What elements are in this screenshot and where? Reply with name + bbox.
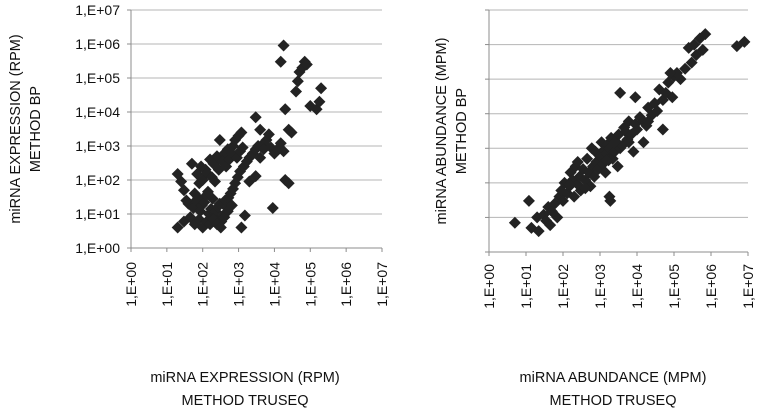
x-tick-label: 1,E+00: [123, 262, 139, 307]
data-point: [571, 156, 584, 169]
x-tick-label: 1,E+00: [481, 264, 497, 309]
data-point: [277, 145, 290, 158]
data-point: [532, 225, 545, 238]
y-axis-title: METHOD BP: [28, 86, 44, 172]
data-point: [563, 178, 576, 191]
data-point: [171, 221, 184, 234]
x-tick-label: 1,E+05: [666, 264, 682, 309]
data-point: [238, 209, 251, 222]
x-tick-label: 1,E+07: [374, 262, 390, 307]
y-tick-label: 1,E+06: [75, 36, 120, 52]
data-point: [544, 219, 557, 232]
x-tick-label: 1,E+04: [266, 262, 282, 307]
data-point: [313, 95, 326, 108]
data-point: [214, 221, 227, 234]
data-point: [642, 115, 655, 128]
data-point: [254, 123, 267, 136]
data-point: [664, 67, 677, 80]
y-axis-title: miRNA EXPRESSION (RPM): [8, 34, 24, 223]
data-point: [249, 170, 262, 183]
data-point: [603, 190, 616, 203]
data-point: [551, 211, 564, 224]
data-point: [656, 123, 669, 136]
data-point: [631, 123, 643, 136]
data-point: [568, 190, 581, 203]
data-point: [637, 136, 650, 149]
data-point: [599, 166, 612, 179]
y-tick-label: 1,E+05: [75, 70, 120, 86]
data-point: [611, 160, 624, 173]
data-point: [213, 134, 226, 147]
data-point: [614, 86, 627, 99]
data-point: [622, 136, 635, 149]
data-point: [581, 152, 594, 165]
data-point: [225, 199, 238, 212]
y-tick-label: 1,E+04: [75, 104, 120, 120]
data-point: [627, 145, 640, 158]
x-tick-label: 1,E+03: [592, 264, 608, 309]
data-point: [185, 157, 198, 170]
data-point: [685, 56, 698, 69]
x-axis-title: miRNA ABUNDANCE (MPM): [520, 370, 707, 386]
data-point: [282, 177, 295, 190]
data-point: [608, 136, 621, 149]
chart-mirna-expression-rpm: 1,E+00 1,E+01 1,E+02 1,E+03 1,E+04 1,E+05 1,E+…: [8, 2, 390, 409]
data-point: [290, 85, 303, 98]
data-point: [666, 91, 679, 104]
data-point: [177, 184, 190, 197]
data-point: [738, 35, 751, 48]
data-point: [296, 61, 309, 74]
data-point: [180, 194, 193, 207]
data-point: [206, 192, 219, 205]
x-tick-label: 1,E+07: [740, 264, 756, 309]
data-point: [300, 58, 313, 71]
data-point: [236, 141, 249, 154]
x-tick-label: 1,E+03: [231, 262, 247, 307]
data-point: [291, 75, 304, 88]
data-point: [235, 126, 248, 139]
data-point: [600, 154, 613, 167]
x-tick-label: 1,E+01: [159, 262, 175, 307]
x-tick-label: 1,E+05: [302, 262, 318, 307]
data-point: [254, 151, 267, 164]
x-axis-title: miRNA EXPRESSION (RPM): [150, 370, 339, 386]
y-axis-title: METHOD BP: [454, 88, 470, 174]
x-axis-title: METHOD TRUSEQ: [181, 393, 308, 409]
y-axis-title: miRNA ABUNDANCE (MPM): [434, 38, 450, 225]
data-point: [696, 43, 709, 56]
data-point: [522, 194, 535, 207]
data-point: [629, 91, 642, 104]
data-point: [235, 221, 248, 234]
x-tick-label: 1,E+06: [703, 264, 719, 309]
data-point: [679, 62, 692, 75]
data-point: [508, 216, 521, 229]
x-tick-label: 1,E+01: [518, 264, 534, 309]
data-point: [208, 175, 221, 188]
data-point: [699, 28, 712, 41]
data-point: [651, 104, 664, 117]
data-point: [674, 73, 687, 86]
data-point: [285, 126, 298, 139]
data-point: [277, 39, 290, 52]
chart-mirna-abundance-mpm: 1,E+00 1,E+01 1,E+02 1,E+03 1,E+04 1,E+05 1,E+…: [434, 9, 756, 409]
x-tick-label: 1,E+04: [629, 264, 645, 309]
data-point: [249, 111, 262, 124]
y-tick-label: 1,E+00: [75, 240, 120, 256]
y-tick-label: 1,E+02: [75, 172, 120, 188]
data-point: [579, 182, 592, 195]
data-point: [274, 55, 287, 68]
y-tick-label: 1,E+03: [75, 138, 120, 154]
x-tick-label: 1,E+02: [555, 264, 571, 309]
y-tick-label: 1,E+01: [75, 206, 120, 222]
y-tick-label: 1,E+07: [75, 2, 120, 18]
data-point: [279, 103, 292, 116]
x-tick-label: 1,E+06: [338, 262, 354, 307]
x-tick-label: 1,E+02: [195, 262, 211, 307]
data-point: [262, 128, 275, 141]
data-point: [315, 82, 328, 95]
data-point: [266, 202, 279, 215]
x-axis-title: METHOD TRUSEQ: [549, 393, 676, 409]
